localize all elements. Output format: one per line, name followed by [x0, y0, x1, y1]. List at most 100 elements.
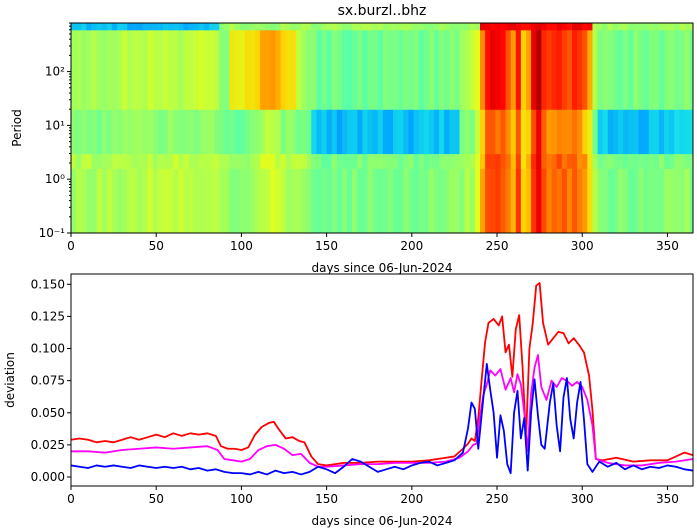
heatmap-cell	[684, 23, 691, 31]
heatmap-cell	[556, 23, 563, 31]
heatmap-cell	[347, 109, 353, 155]
heatmap-cell	[597, 29, 604, 110]
heatmap-cell	[546, 23, 553, 31]
heatmap-cell	[91, 153, 98, 169]
heatmap-cell	[500, 109, 507, 155]
heatmap-cell	[495, 153, 502, 169]
heatmap-cell	[428, 168, 435, 233]
heatmap-cell	[536, 153, 542, 169]
heatmap-cell	[183, 23, 190, 31]
heatmap-cell	[623, 168, 629, 233]
heatmap-cell	[280, 168, 287, 233]
top-x-axis-label: days since 06-Jun-2024	[311, 261, 452, 275]
heatmap-cell	[249, 29, 256, 110]
heatmap-cell	[362, 109, 369, 155]
heatmap-cell	[561, 29, 568, 110]
heatmap-cell	[653, 109, 660, 155]
heatmap-cell	[474, 23, 481, 31]
heatmap-cell	[76, 153, 82, 169]
heatmap-cell	[285, 168, 292, 233]
heatmap-cell	[469, 23, 476, 31]
heatmap-cell	[684, 109, 691, 155]
heatmap-cell	[469, 168, 476, 233]
heatmap-cell	[270, 23, 277, 31]
heatmap-cell	[612, 109, 619, 155]
heatmap-cell	[193, 29, 200, 110]
heatmap-cell	[607, 29, 614, 110]
heatmap-cell	[387, 109, 394, 155]
heatmap-cell	[449, 168, 456, 233]
heatmap-cell	[607, 109, 614, 155]
heatmap-cell	[198, 168, 205, 233]
heatmap-cell	[653, 168, 660, 233]
heatmap-cell	[290, 109, 297, 155]
heatmap-cell	[423, 168, 430, 233]
heatmap-cell	[265, 29, 271, 110]
heatmap-cell	[628, 23, 634, 31]
heatmap-cell	[618, 153, 624, 169]
bottom-y-axis-label: deviation	[3, 352, 17, 408]
heatmap-cell	[459, 29, 466, 110]
heatmap-cell	[387, 168, 394, 233]
heatmap-cell	[178, 29, 185, 110]
heatmap-cell	[418, 29, 425, 110]
heatmap-cell	[173, 29, 179, 110]
heatmap-cell	[132, 153, 139, 169]
heatmap-cell	[382, 153, 389, 169]
heatmap-cell	[163, 168, 169, 233]
heatmap-cell	[479, 168, 486, 233]
heatmap-cell	[106, 29, 113, 110]
heatmap-cell	[352, 23, 358, 31]
heatmap-cell	[439, 168, 445, 233]
heatmap-cell	[173, 23, 179, 31]
heatmap-cell	[352, 168, 358, 233]
heatmap-cell	[439, 29, 445, 110]
heatmap-cell	[331, 23, 338, 31]
heatmap-cell	[203, 168, 210, 233]
heatmap-cell	[316, 23, 323, 31]
heatmap-cell	[91, 23, 98, 31]
heatmap-cell	[301, 109, 307, 155]
heatmap-cell	[117, 153, 123, 169]
heatmap-cell	[612, 168, 619, 233]
heatmap-cell	[648, 109, 655, 155]
heatmap-cell	[101, 168, 108, 233]
heatmap-cell	[96, 168, 103, 233]
heatmap-cell	[244, 153, 251, 169]
heatmap-cell	[301, 23, 307, 31]
heatmap-cell	[152, 153, 159, 169]
heatmap-cell	[331, 109, 338, 155]
heatmap-cell	[449, 23, 456, 31]
heatmap-cell	[295, 23, 302, 31]
heatmap-cell	[301, 29, 307, 110]
heatmap-cell	[403, 109, 410, 155]
heatmap-cell	[628, 168, 634, 233]
x-tick-label: 200	[400, 492, 423, 506]
heatmap-cell	[638, 153, 645, 169]
heatmap-cell	[178, 153, 185, 169]
heatmap-cells	[71, 23, 693, 233]
heatmap-cell	[117, 29, 123, 110]
heatmap-cell	[418, 23, 425, 31]
heatmap-cell	[127, 29, 133, 110]
heatmap-cell	[623, 153, 629, 169]
heatmap-cell	[280, 153, 287, 169]
heatmap-cell	[674, 109, 680, 155]
heatmap-cell	[122, 153, 128, 169]
heatmap-cell	[152, 29, 159, 110]
heatmap-cell	[556, 168, 563, 233]
bottom-plot-background	[71, 274, 693, 486]
heatmap-cell	[577, 29, 583, 110]
heatmap-cell	[260, 153, 266, 169]
heatmap-cell	[648, 153, 655, 169]
heatmap-cell	[474, 109, 481, 155]
heatmap-cell	[86, 153, 93, 169]
heatmap-cell	[255, 23, 261, 31]
heatmap-cell	[357, 109, 363, 155]
heatmap-cell	[219, 23, 225, 31]
heatmap-cell	[439, 109, 445, 155]
x-tick-label: 50	[149, 492, 164, 506]
heatmap-cell	[387, 29, 394, 110]
y-tick-label: 10²	[45, 65, 65, 79]
heatmap-cell	[449, 153, 456, 169]
